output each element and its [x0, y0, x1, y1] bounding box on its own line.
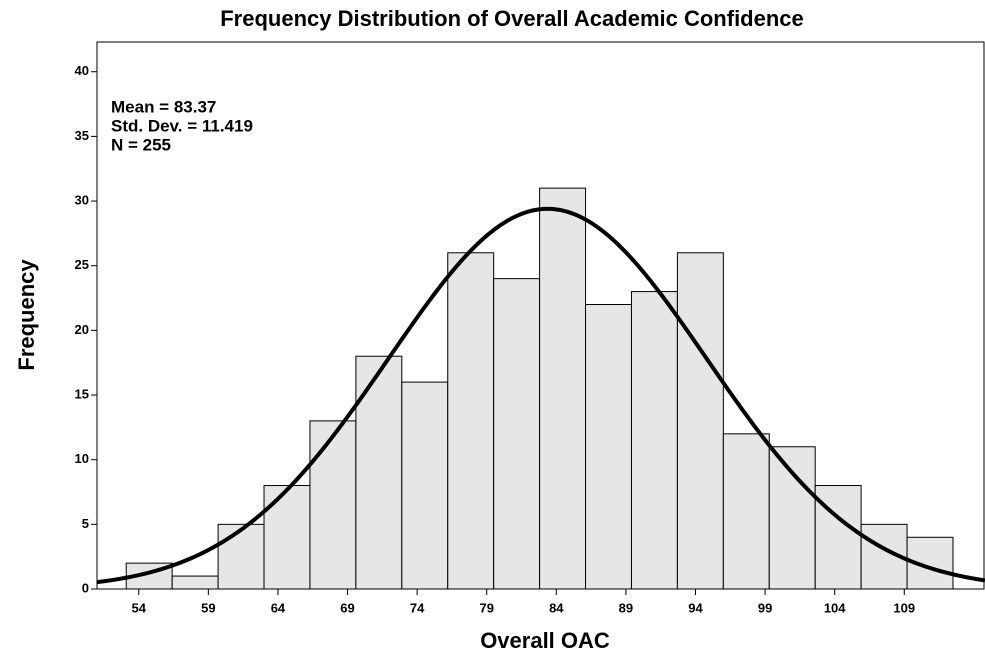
bar [401, 381, 449, 590]
bar [263, 485, 311, 590]
y-tick-label: 15 [75, 386, 89, 401]
y-tick-label: 40 [75, 63, 89, 78]
x-tick-label: 94 [688, 600, 703, 615]
bar [217, 523, 265, 590]
x-tick-label: 54 [132, 600, 147, 615]
bar [585, 304, 632, 590]
x-tick-label: 64 [271, 600, 286, 615]
x-tick-label: 104 [824, 600, 846, 615]
y-tick-label: 0 [82, 580, 89, 595]
normal-curve [97, 206, 985, 585]
bar [447, 252, 495, 590]
stats-annotation: Mean = 83.37 [111, 97, 216, 116]
y-tick-label: 5 [82, 516, 89, 531]
chart-title: Frequency Distribution of Overall Academ… [220, 6, 804, 31]
x-tick-label: 74 [410, 600, 425, 615]
x-tick-label: 59 [201, 600, 215, 615]
bar [309, 420, 357, 590]
y-tick-label: 35 [75, 128, 89, 143]
y-tick-label: 20 [75, 322, 89, 337]
x-tick-label: 84 [549, 600, 564, 615]
bar [171, 575, 219, 590]
x-axis-label: Overall OAC [480, 628, 610, 653]
y-tick-label: 10 [75, 451, 89, 466]
bar [906, 536, 954, 590]
y-tick-label: 30 [75, 192, 89, 207]
x-tick-label: 99 [758, 600, 772, 615]
y-axis-label: Frequency [14, 259, 39, 371]
bar [630, 291, 678, 590]
x-tick-label: 89 [619, 600, 633, 615]
stats-annotation: N = 255 [111, 135, 171, 154]
x-tick-label: 79 [479, 600, 493, 615]
y-tick-label: 25 [75, 257, 89, 272]
bar [355, 355, 403, 590]
x-tick-label: 109 [893, 600, 915, 615]
bar [722, 433, 770, 590]
bar [493, 278, 541, 590]
bar [768, 446, 816, 590]
bar [539, 187, 587, 590]
x-tick-label: 69 [340, 600, 354, 615]
stats-annotation: Std. Dev. = 11.419 [111, 116, 253, 135]
bar [676, 252, 724, 590]
